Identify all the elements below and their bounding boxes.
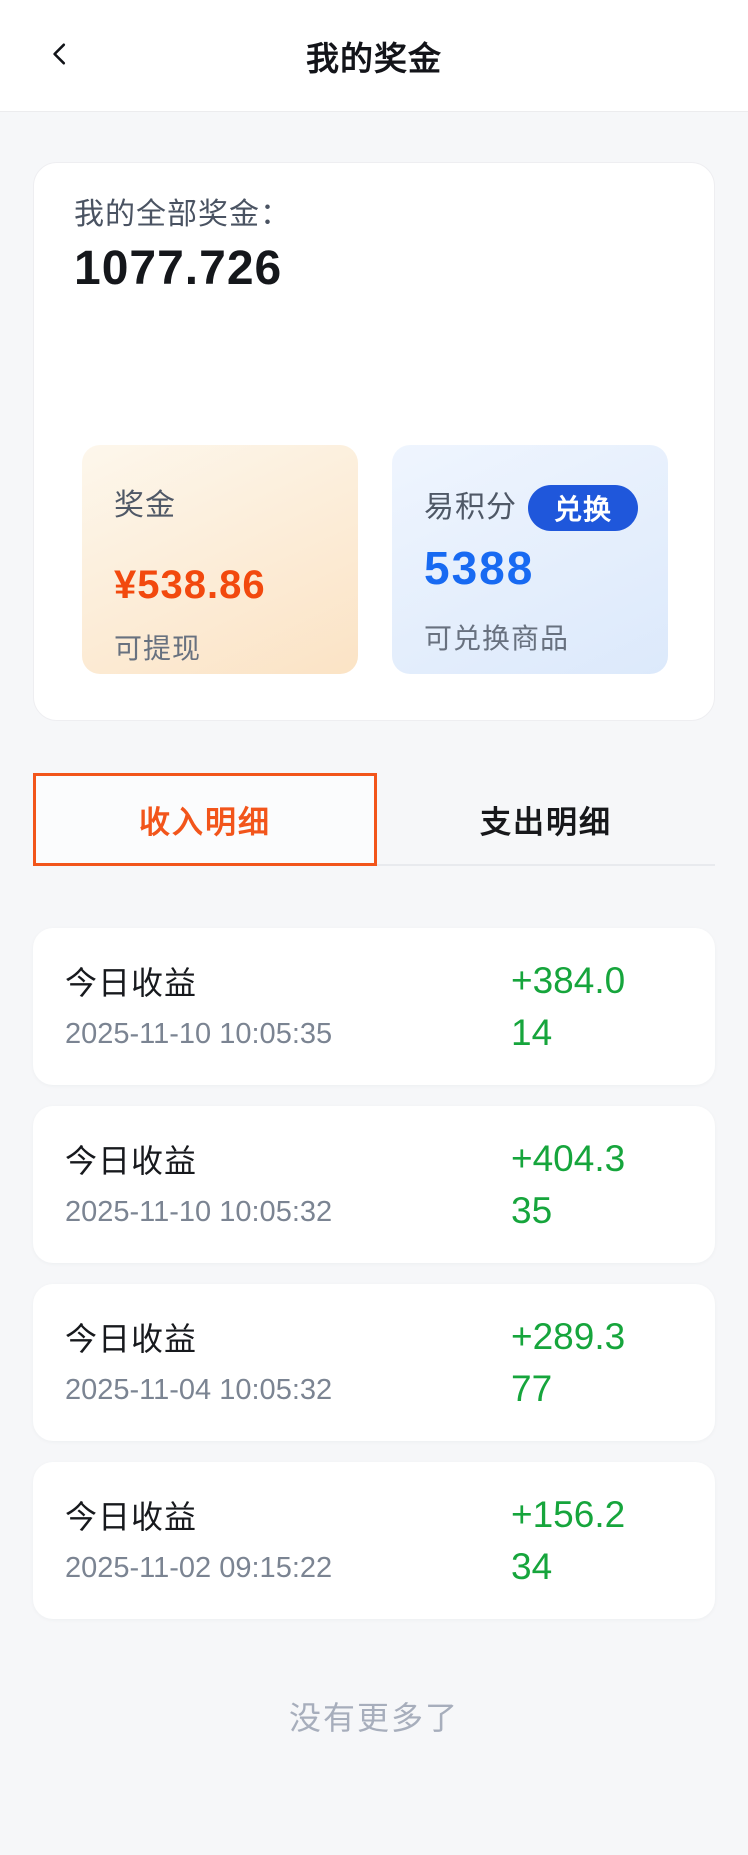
- record-title: 今日收益: [65, 1320, 198, 1357]
- total-bonus-label: 我的全部奖金：: [74, 198, 291, 231]
- points-label: 易积分: [424, 491, 517, 524]
- record-item[interactable]: 今日收益 2025-11-04 10:05:32 +289.377: [33, 1284, 715, 1441]
- bonus-card[interactable]: 奖金 ¥538.86 可提现: [82, 445, 358, 674]
- bonus-summary-card: 我的全部奖金： 1077.726 奖金 ¥538.86 可提现 易积分 兑换 5…: [33, 162, 715, 721]
- back-button[interactable]: [36, 30, 84, 78]
- record-amount: +384.014: [511, 959, 626, 1053]
- tab-expense[interactable]: 支出明细: [480, 805, 612, 840]
- points-note: 可兑换商品: [424, 623, 570, 654]
- record-item[interactable]: 今日收益 2025-11-02 09:15:22 +156.234: [33, 1462, 715, 1619]
- points-card[interactable]: 易积分 兑换 5388 可兑换商品: [392, 445, 668, 674]
- record-amount: +156.234: [511, 1493, 626, 1587]
- record-title: 今日收益: [65, 1142, 198, 1179]
- page-title: 我的奖金: [306, 39, 442, 77]
- record-item[interactable]: 今日收益 2025-11-10 10:05:35 +384.014: [33, 928, 715, 1085]
- record-amount: +404.335: [511, 1137, 626, 1231]
- record-title: 今日收益: [65, 964, 198, 1001]
- summary-subcards: 奖金 ¥538.86 可提现 易积分 兑换 5388 可兑换商品: [82, 445, 674, 674]
- back-icon: [53, 43, 66, 65]
- bonus-amount: ¥538.86: [114, 563, 266, 607]
- bonus-note: 可提现: [114, 633, 202, 664]
- redeem-button[interactable]: 兑换: [527, 485, 638, 531]
- app-header: 我的奖金: [0, 0, 748, 112]
- record-time: 2025-11-04 10:05:32: [65, 1373, 333, 1406]
- record-time: 2025-11-10 10:05:32: [65, 1195, 333, 1228]
- main-content: 我的全部奖金： 1077.726 奖金 ¥538.86 可提现 易积分 兑换 5…: [0, 162, 748, 1739]
- record-amount: +289.377: [511, 1315, 626, 1409]
- total-bonus-value: 1077.726: [74, 242, 283, 295]
- income-record-list: 今日收益 2025-11-10 10:05:35 +384.014 今日收益 2…: [33, 928, 715, 1619]
- record-title: 今日收益: [65, 1498, 198, 1535]
- record-item[interactable]: 今日收益 2025-11-10 10:05:32 +404.335: [33, 1106, 715, 1263]
- record-time: 2025-11-10 10:05:35: [65, 1017, 333, 1050]
- bonus-label: 奖金: [114, 489, 176, 522]
- detail-tabs: 收入明细 支出明细: [33, 773, 715, 866]
- tab-income[interactable]: 收入明细: [33, 773, 377, 866]
- points-amount: 5388: [424, 542, 535, 594]
- record-time: 2025-11-02 09:15:22: [65, 1551, 333, 1584]
- no-more-text: 没有更多了: [288, 1700, 459, 1736]
